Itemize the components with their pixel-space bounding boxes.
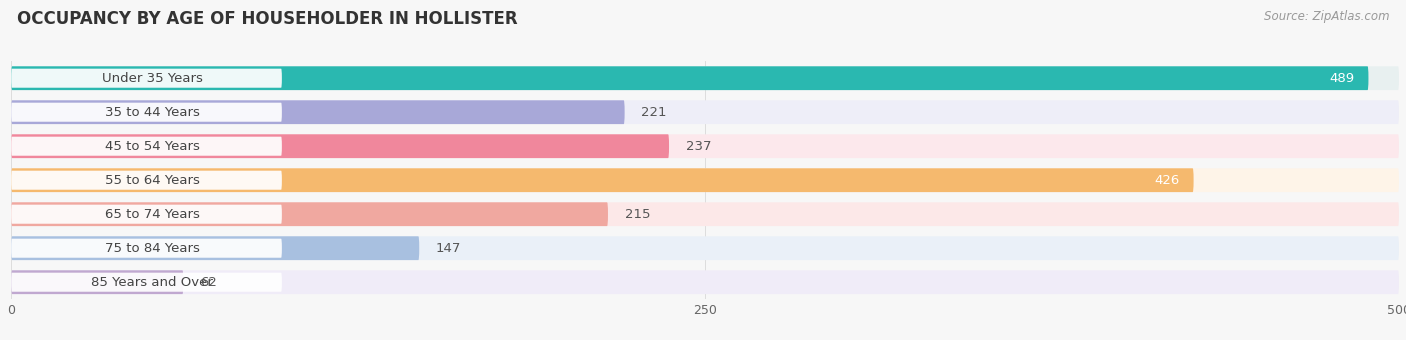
FancyBboxPatch shape	[11, 239, 281, 258]
FancyBboxPatch shape	[11, 236, 1399, 260]
FancyBboxPatch shape	[11, 236, 419, 260]
FancyBboxPatch shape	[11, 273, 281, 292]
Text: 55 to 64 Years: 55 to 64 Years	[104, 174, 200, 187]
FancyBboxPatch shape	[11, 168, 1399, 192]
FancyBboxPatch shape	[11, 270, 183, 294]
Text: 75 to 84 Years: 75 to 84 Years	[104, 242, 200, 255]
FancyBboxPatch shape	[11, 205, 281, 224]
Text: 215: 215	[624, 208, 650, 221]
Text: Source: ZipAtlas.com: Source: ZipAtlas.com	[1264, 10, 1389, 23]
Text: 85 Years and Over: 85 Years and Over	[91, 276, 212, 289]
FancyBboxPatch shape	[11, 66, 1368, 90]
FancyBboxPatch shape	[11, 134, 669, 158]
FancyBboxPatch shape	[11, 168, 1194, 192]
FancyBboxPatch shape	[11, 137, 281, 156]
FancyBboxPatch shape	[11, 202, 1399, 226]
Text: 237: 237	[686, 140, 711, 153]
FancyBboxPatch shape	[11, 66, 1399, 90]
FancyBboxPatch shape	[11, 103, 281, 122]
Text: 35 to 44 Years: 35 to 44 Years	[104, 106, 200, 119]
FancyBboxPatch shape	[11, 171, 281, 190]
FancyBboxPatch shape	[11, 270, 1399, 294]
Text: 221: 221	[641, 106, 666, 119]
Text: OCCUPANCY BY AGE OF HOUSEHOLDER IN HOLLISTER: OCCUPANCY BY AGE OF HOUSEHOLDER IN HOLLI…	[17, 10, 517, 28]
FancyBboxPatch shape	[11, 100, 624, 124]
Text: 45 to 54 Years: 45 to 54 Years	[104, 140, 200, 153]
Text: 65 to 74 Years: 65 to 74 Years	[104, 208, 200, 221]
FancyBboxPatch shape	[11, 134, 1399, 158]
Text: 62: 62	[200, 276, 217, 289]
Text: Under 35 Years: Under 35 Years	[101, 72, 202, 85]
Text: 426: 426	[1154, 174, 1180, 187]
Text: 147: 147	[436, 242, 461, 255]
FancyBboxPatch shape	[11, 69, 281, 88]
FancyBboxPatch shape	[11, 202, 607, 226]
FancyBboxPatch shape	[11, 100, 1399, 124]
Text: 489: 489	[1330, 72, 1354, 85]
